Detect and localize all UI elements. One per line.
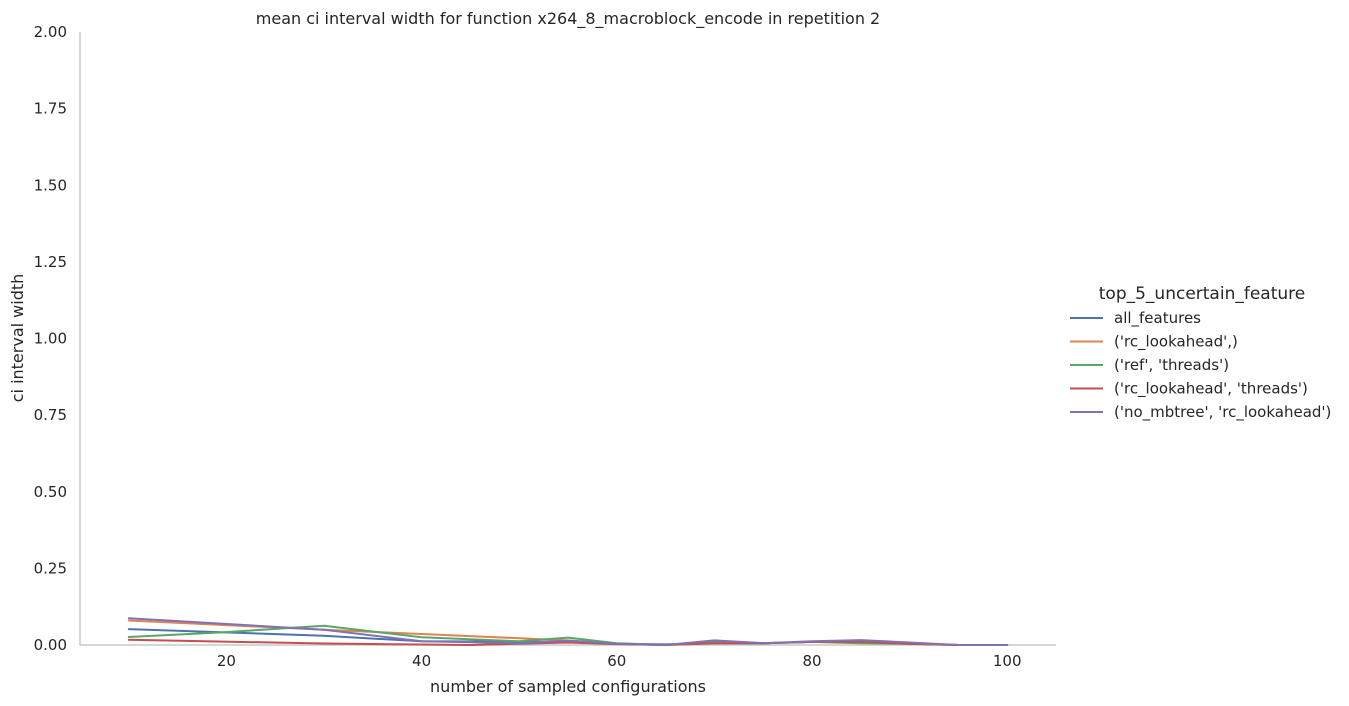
legend-title: top_5_uncertain_feature bbox=[1099, 284, 1305, 304]
y-tick-label: 1.25 bbox=[34, 253, 67, 271]
series-line bbox=[127, 617, 1009, 646]
y-tick-label: 0.75 bbox=[34, 406, 67, 424]
legend-label: all_features bbox=[1114, 309, 1201, 328]
legend-label: ('ref', 'threads') bbox=[1114, 356, 1229, 374]
x-tick-label: 80 bbox=[802, 652, 821, 670]
y-tick-label: 1.75 bbox=[34, 100, 67, 118]
x-tick-label: 100 bbox=[993, 652, 1022, 670]
y-tick-label: 0.50 bbox=[34, 483, 67, 501]
y-axis-label: ci interval width bbox=[8, 274, 27, 403]
y-tick-label: 1.00 bbox=[34, 330, 67, 348]
legend-label: ('rc_lookahead',) bbox=[1114, 333, 1238, 352]
legend: top_5_uncertain_feature all_features ('rc… bbox=[1070, 284, 1331, 422]
y-tick-label: 1.50 bbox=[34, 176, 67, 194]
legend-items: all_features ('rc_lookahead',) ('ref', 'th… bbox=[1070, 309, 1331, 422]
legend-label: ('rc_lookahead', 'threads') bbox=[1114, 380, 1308, 399]
x-tick-label: 20 bbox=[217, 652, 236, 670]
plot-area: 0.00 0.25 0.50 0.75 1.00 1.25 1.50 1.75 2.00 20 4… bbox=[34, 23, 1056, 670]
y-tick-label: 0.25 bbox=[34, 559, 67, 577]
y-tick-label: 0.00 bbox=[34, 636, 67, 654]
x-tick-label: 60 bbox=[607, 652, 626, 670]
y-tick-label: 2.00 bbox=[34, 23, 67, 41]
x-tick-labels: 20 40 60 80 100 bbox=[217, 652, 1022, 670]
x-axis-label: number of sampled configurations bbox=[430, 677, 706, 696]
chart-title: mean ci interval width for function x264… bbox=[256, 9, 880, 29]
legend-label: ('no_mbtree', 'rc_lookahead') bbox=[1114, 403, 1331, 422]
series-lines bbox=[127, 617, 1009, 646]
series-line bbox=[127, 638, 1009, 646]
x-tick-label: 40 bbox=[412, 652, 431, 670]
y-tick-labels: 0.00 0.25 0.50 0.75 1.00 1.25 1.50 1.75 2.00 bbox=[34, 23, 67, 654]
